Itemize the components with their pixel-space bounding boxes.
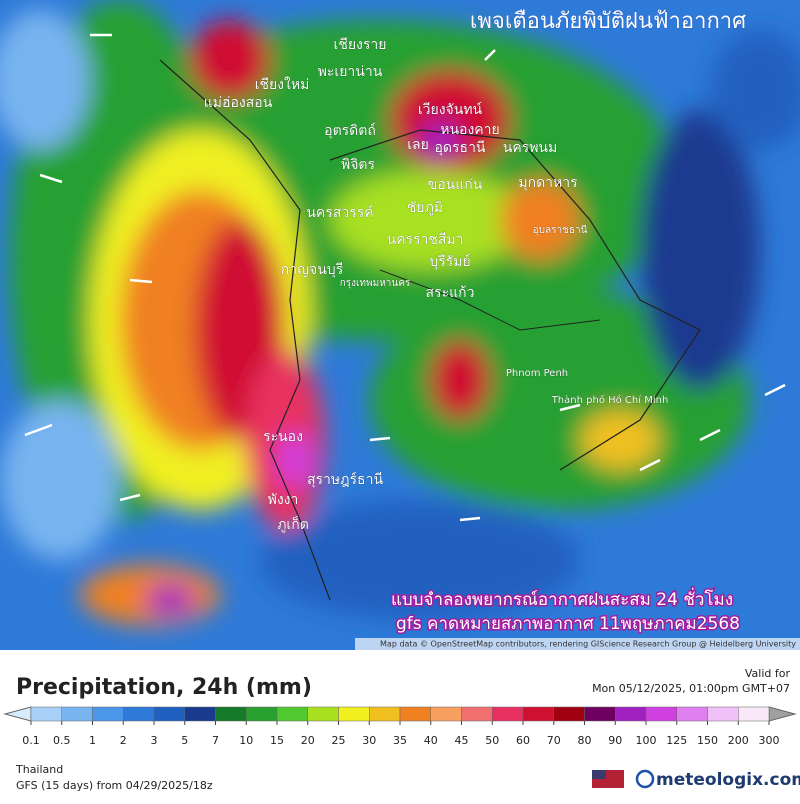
place-label: ขอนแก่น (428, 177, 483, 193)
place-label: กาญจนบุรี (281, 262, 344, 278)
legend-label: 15 (270, 734, 284, 747)
place-label: สระแก้ว (426, 285, 475, 301)
place-label: เชียงราย (334, 37, 387, 53)
valid-time: Mon 05/12/2025, 01:00pm GMT+07 (592, 682, 790, 695)
legend-label: 30 (362, 734, 376, 747)
legend: 0.1 0.5 1 2 3 5 7 10 15 20 25 30 35 40 45 50 60 70 80 90 100… (3, 706, 797, 747)
legend-label: 0.5 (53, 734, 71, 747)
place-label: Thành phố Hồ Chí Minh (551, 394, 669, 406)
legend-label: 50 (485, 734, 499, 747)
legend-label: 100 (636, 734, 657, 747)
overlay-line: gfs คาดหมายสภาพอากาศ 11พฤษภาคม2568 (396, 614, 740, 634)
legend-label: 1 (89, 734, 96, 747)
legend-label: 20 (301, 734, 315, 747)
legend-bin (738, 706, 770, 722)
legend-bin (276, 706, 308, 722)
model-run: GFS (15 days) from 04/29/2025/18z (16, 779, 213, 792)
legend-bin (553, 706, 585, 722)
place-label: นครพนม (503, 140, 557, 156)
legend-label: 200 (728, 734, 749, 747)
legend-bin (676, 706, 708, 722)
place-label: แม่ฮ่องสอน (204, 95, 273, 111)
legend-label: 35 (393, 734, 407, 747)
legend-bin (707, 706, 739, 722)
map-title: เพจเตือนภัยพิบัติฝนฟ้าอากาศ (470, 9, 746, 34)
place-label: พังงา (268, 492, 299, 508)
valid-label: Valid for (745, 667, 791, 680)
legend-bin (246, 706, 278, 722)
legend-bin (123, 706, 155, 722)
legend-bin (399, 706, 431, 722)
legend-high-arrow (768, 706, 797, 722)
legend-bin (461, 706, 493, 722)
place-label: อุบลราชธานี (533, 224, 588, 236)
map (0, 0, 800, 650)
legend-bin (338, 706, 370, 722)
legend-label: 150 (697, 734, 718, 747)
legend-label: 25 (332, 734, 346, 747)
place-label: กรุงเทพมหานคร (340, 278, 411, 289)
place-label: หนองคาย (440, 122, 499, 138)
place-label: อุตรดิตถ์ (324, 122, 376, 139)
legend-bin (307, 706, 339, 722)
legend-bin (153, 706, 185, 722)
legend-label: 45 (455, 734, 469, 747)
overlay-line: แบบจำลองพยากรณ์อากาศฝนสะสม 24 ชั่วโมง (391, 587, 733, 610)
legend-label: 7 (212, 734, 219, 747)
place-label: ชัยภูมิ (407, 200, 443, 216)
product-title: Precipitation, 24h (mm) (16, 675, 312, 700)
legend-bin (30, 706, 62, 722)
place-label: ภูเก็ต (277, 515, 309, 533)
legend-bin (61, 706, 93, 722)
legend-label: 40 (424, 734, 438, 747)
wind-arrows (24, 33, 786, 522)
place-label: สุราษฎร์ธานี (307, 471, 383, 488)
place-label: อุดรธานี (435, 140, 486, 156)
region: Thailand (15, 763, 63, 776)
place-label: Phnom Penh (506, 368, 568, 379)
place-label: นครราชสีมา (387, 232, 464, 248)
place-label: มุกดาหาร (518, 175, 578, 191)
legend-bin (215, 706, 247, 722)
legend-bin (430, 706, 462, 722)
legend-bin (369, 706, 401, 722)
place-label: พิจิตร (341, 157, 376, 173)
legend-bin (492, 706, 524, 722)
legend-label: 0.1 (22, 734, 40, 747)
legend-bin (522, 706, 554, 722)
legend-label: 80 (578, 734, 592, 747)
brand[interactable]: meteologix.com (656, 770, 800, 790)
legend-bin (645, 706, 677, 722)
attribution: Map data © OpenStreetMap contributors, r… (380, 640, 796, 649)
legend-label: 3 (151, 734, 158, 747)
legend-label: 125 (666, 734, 687, 747)
legend-label: 70 (547, 734, 561, 747)
legend-label: 90 (608, 734, 622, 747)
legend-label: 10 (239, 734, 253, 747)
legend-bin (584, 706, 616, 722)
place-label: ระนอง (263, 429, 303, 445)
place-label: เชียงใหม่ (255, 76, 310, 93)
brand-icon (635, 769, 655, 789)
legend-label: 5 (181, 734, 188, 747)
place-label: เลย (407, 137, 429, 153)
legend-label: 300 (759, 734, 780, 747)
place-label: เวียงจันทน์ (418, 101, 483, 118)
legend-bin (184, 706, 216, 722)
place-label: พะเยาน่าน (318, 64, 383, 80)
place-label: บุรีรัมย์ (429, 253, 470, 270)
legend-bin (615, 706, 647, 722)
legend-label: 60 (516, 734, 530, 747)
legend-label: 2 (120, 734, 127, 747)
legend-low-arrow (3, 706, 32, 722)
legend-bin (92, 706, 124, 722)
place-label: นครสวรรค์ (306, 204, 373, 221)
